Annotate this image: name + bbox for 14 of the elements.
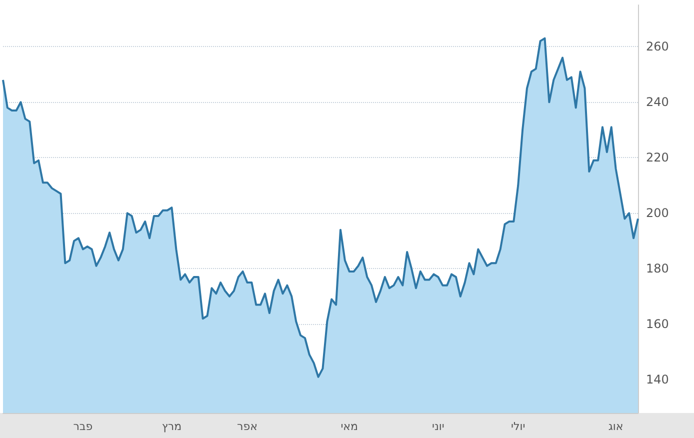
y-tick-label: 240	[646, 95, 669, 110]
y-tick-label: 260	[646, 40, 669, 54]
x-tick-label: מרץ	[162, 420, 182, 433]
x-tick-label: יולי	[511, 420, 526, 433]
y-tick-label: 200	[646, 206, 669, 220]
x-tick-label: מאי	[340, 420, 358, 433]
x-tick-label: אפר	[237, 420, 258, 433]
y-tick-label: 220	[646, 150, 669, 165]
y-tick-label: 140	[646, 372, 669, 387]
x-tick-label: אוג	[608, 420, 624, 433]
x-tick-label: פבר	[73, 420, 93, 433]
y-tick-label: 160	[646, 317, 669, 332]
y-tick-label: 180	[646, 262, 669, 276]
x-tick-label: יוני	[432, 420, 444, 433]
